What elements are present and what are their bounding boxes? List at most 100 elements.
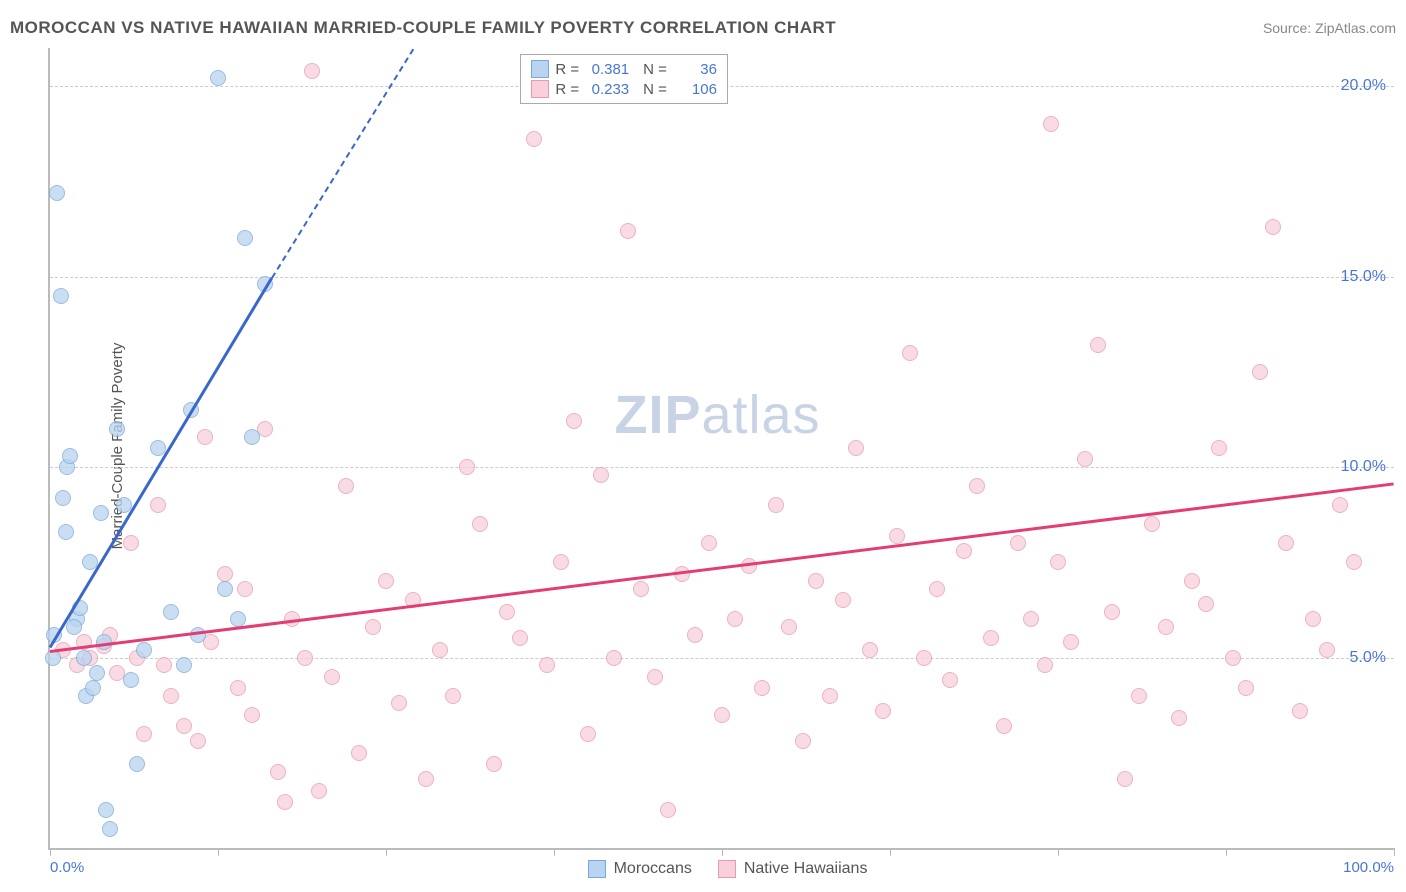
data-point: [270, 764, 286, 780]
data-point: [237, 581, 253, 597]
data-point: [378, 573, 394, 589]
scatter-chart: 5.0%10.0%15.0%20.0%0.0%100.0%ZIPatlasR =…: [48, 48, 1394, 850]
data-point: [190, 733, 206, 749]
data-point: [795, 733, 811, 749]
legend-label: Native Hawaiians: [744, 860, 868, 878]
series-legend: Moroccans Native Hawaiians: [588, 860, 868, 878]
data-point: [163, 688, 179, 704]
data-point: [1104, 604, 1120, 620]
data-point: [1278, 535, 1294, 551]
legend-n-value: 36: [673, 61, 717, 78]
data-point: [539, 657, 555, 673]
x-tick-label: 0.0%: [50, 859, 84, 876]
legend-row: R =0.233N =106: [531, 79, 717, 99]
data-point: [432, 642, 448, 658]
x-tick: [218, 848, 219, 856]
trend-line-extrapolated: [271, 48, 414, 278]
data-point: [768, 497, 784, 513]
legend-r-label: R =: [555, 61, 579, 78]
data-point: [1292, 703, 1308, 719]
data-point: [1171, 710, 1187, 726]
data-point: [304, 63, 320, 79]
data-point: [526, 131, 542, 147]
x-tick: [1226, 848, 1227, 856]
x-tick-label: 100.0%: [1343, 859, 1394, 876]
data-point: [808, 573, 824, 589]
data-point: [1131, 688, 1147, 704]
legend-item: Moroccans: [588, 860, 692, 878]
data-point: [1238, 680, 1254, 696]
gridline: [50, 277, 1394, 278]
data-point: [391, 695, 407, 711]
data-point: [1265, 219, 1281, 235]
data-point: [1319, 642, 1335, 658]
data-point: [714, 707, 730, 723]
data-point: [1077, 451, 1093, 467]
data-point: [822, 688, 838, 704]
legend-swatch: [531, 60, 549, 78]
correlation-legend: R = 0.381 N = 36R =0.233N =106: [520, 54, 728, 104]
legend-n-value: 106: [673, 81, 717, 98]
data-point: [123, 672, 139, 688]
data-point: [129, 756, 145, 772]
data-point: [445, 688, 461, 704]
data-point: [647, 669, 663, 685]
data-point: [109, 421, 125, 437]
data-point: [969, 478, 985, 494]
data-point: [875, 703, 891, 719]
x-tick: [1058, 848, 1059, 856]
data-point: [66, 619, 82, 635]
data-point: [163, 604, 179, 620]
data-point: [1043, 116, 1059, 132]
data-point: [499, 604, 515, 620]
data-point: [338, 478, 354, 494]
data-point: [1198, 596, 1214, 612]
data-point: [89, 665, 105, 681]
legend-r-value: 0.381: [585, 61, 629, 78]
data-point: [929, 581, 945, 597]
x-tick: [1394, 848, 1395, 856]
data-point: [942, 672, 958, 688]
data-point: [660, 802, 676, 818]
data-point: [244, 429, 260, 445]
data-point: [983, 630, 999, 646]
data-point: [701, 535, 717, 551]
data-point: [848, 440, 864, 456]
legend-n-label: N =: [643, 61, 667, 78]
data-point: [58, 524, 74, 540]
data-point: [136, 726, 152, 742]
data-point: [1211, 440, 1227, 456]
data-point: [210, 70, 226, 86]
legend-label: Moroccans: [614, 860, 692, 878]
data-point: [1225, 650, 1241, 666]
data-point: [1305, 611, 1321, 627]
data-point: [365, 619, 381, 635]
data-point: [996, 718, 1012, 734]
data-point: [1346, 554, 1362, 570]
data-point: [1023, 611, 1039, 627]
data-point: [311, 783, 327, 799]
data-point: [1090, 337, 1106, 353]
legend-row: R = 0.381 N = 36: [531, 59, 717, 79]
data-point: [98, 802, 114, 818]
data-point: [53, 288, 69, 304]
data-point: [593, 467, 609, 483]
chart-header: MOROCCAN VS NATIVE HAWAIIAN MARRIED-COUP…: [10, 18, 1396, 38]
data-point: [889, 528, 905, 544]
x-tick: [890, 848, 891, 856]
data-point: [244, 707, 260, 723]
data-point: [176, 718, 192, 734]
data-point: [203, 634, 219, 650]
data-point: [55, 490, 71, 506]
data-point: [835, 592, 851, 608]
data-point: [123, 535, 139, 551]
x-tick: [722, 848, 723, 856]
data-point: [580, 726, 596, 742]
data-point: [62, 448, 78, 464]
data-point: [781, 619, 797, 635]
y-tick-label: 15.0%: [1341, 268, 1386, 286]
data-point: [176, 657, 192, 673]
data-point: [230, 680, 246, 696]
data-point: [553, 554, 569, 570]
data-point: [150, 497, 166, 513]
